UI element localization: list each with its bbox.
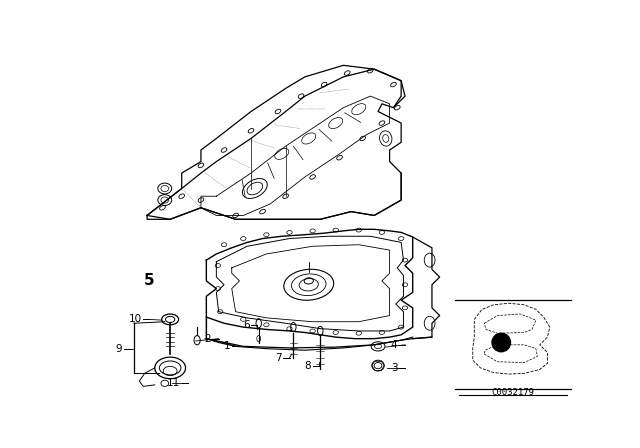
Text: 2: 2 <box>204 334 211 344</box>
Text: 3: 3 <box>390 363 397 373</box>
Text: 1: 1 <box>223 341 230 351</box>
Text: 9: 9 <box>116 344 122 353</box>
Text: 6: 6 <box>243 320 250 330</box>
Text: 5: 5 <box>144 273 155 289</box>
Text: 4: 4 <box>390 340 397 350</box>
Text: 11: 11 <box>167 378 180 388</box>
Text: C0032179: C0032179 <box>492 388 534 397</box>
Text: 10: 10 <box>129 314 141 324</box>
Circle shape <box>492 333 511 352</box>
Text: 8: 8 <box>305 361 311 370</box>
Text: 7: 7 <box>275 353 282 363</box>
